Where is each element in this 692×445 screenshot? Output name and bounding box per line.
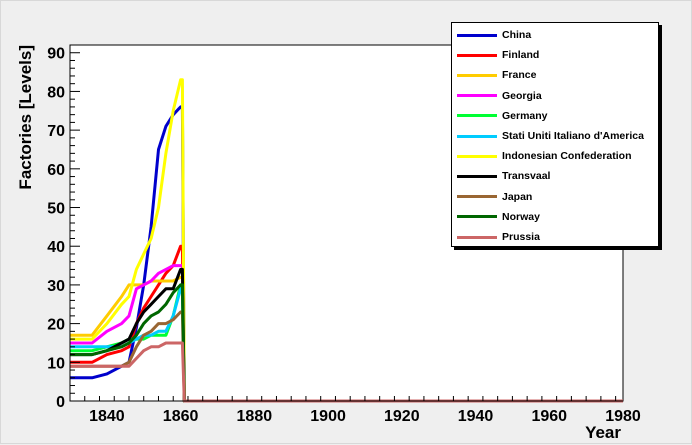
legend-label: Norway [502, 210, 540, 223]
legend-swatch [457, 33, 497, 37]
legend-item: Japan [452, 189, 658, 205]
legend-label: Germany [502, 109, 548, 122]
legend-swatch [457, 53, 497, 57]
x-tick-label: 1900 [310, 408, 346, 425]
legend-label: Japan [502, 190, 533, 203]
legend-item: Transvaal [452, 168, 658, 184]
legend-swatch [457, 114, 497, 118]
y-tick-label: 20 [47, 317, 65, 334]
series-line-3 [70, 264, 623, 403]
y-tick-label: 40 [47, 239, 65, 256]
x-tick-label: 1920 [384, 408, 420, 425]
legend-swatch [457, 134, 497, 138]
series-line-10 [70, 341, 623, 403]
x-tick-label: 1880 [237, 408, 273, 425]
x-tick-label: 1840 [89, 408, 125, 425]
legend-item: Prussia [452, 229, 658, 245]
legend-item: Finland [452, 47, 658, 63]
y-tick-label: 70 [47, 123, 65, 140]
x-tick-label: 1980 [605, 408, 641, 425]
legend-item: France [452, 67, 658, 83]
legend-swatch [457, 235, 497, 239]
series-line-1 [70, 244, 623, 403]
x-tick-label: 1960 [531, 408, 567, 425]
x-tick-label: 1860 [163, 408, 199, 425]
legend-swatch [457, 215, 497, 219]
legend-label: France [502, 69, 537, 82]
legend-label: Transvaal [502, 170, 551, 183]
x-axis-title: Year [585, 423, 621, 442]
legend-label: Indonesian Confederation [502, 150, 632, 163]
y-tick-label: 0 [56, 394, 65, 411]
legend-swatch [457, 154, 497, 158]
legend-label: Prussia [502, 231, 540, 243]
legend-item: China [452, 27, 658, 43]
y-tick-label: 60 [47, 162, 65, 179]
y-tick-label: 30 [47, 278, 65, 295]
legend-label: Stati Uniti Italiano d'America [502, 130, 644, 142]
legend-swatch [457, 94, 497, 98]
legend-item: Indonesian Confederation [452, 148, 658, 164]
legend-item: Germany [452, 108, 658, 124]
legend-swatch [457, 174, 497, 178]
legend-swatch [457, 195, 497, 199]
x-tick-label: 1940 [458, 408, 494, 425]
y-tick-label: 90 [47, 46, 65, 63]
legend-item: Stati Uniti Italiano d'America [452, 128, 658, 144]
series-line-6 [70, 78, 623, 403]
legend-item: Norway [452, 209, 658, 225]
y-tick-label: 50 [47, 201, 65, 218]
legend-label: Georgia [502, 89, 542, 102]
legend-label: China [502, 29, 532, 41]
legend-item: Georgia [452, 88, 658, 104]
legend-label: Finland [502, 49, 540, 62]
y-tick-label: 10 [47, 355, 65, 372]
y-axis-title: Factories [Levels] [16, 45, 35, 190]
series-line-9 [70, 283, 623, 403]
legend-swatch [457, 73, 497, 77]
legend: China Finland France Georgia Germany Stati Un… [451, 22, 659, 247]
y-tick-label: 80 [47, 84, 65, 101]
